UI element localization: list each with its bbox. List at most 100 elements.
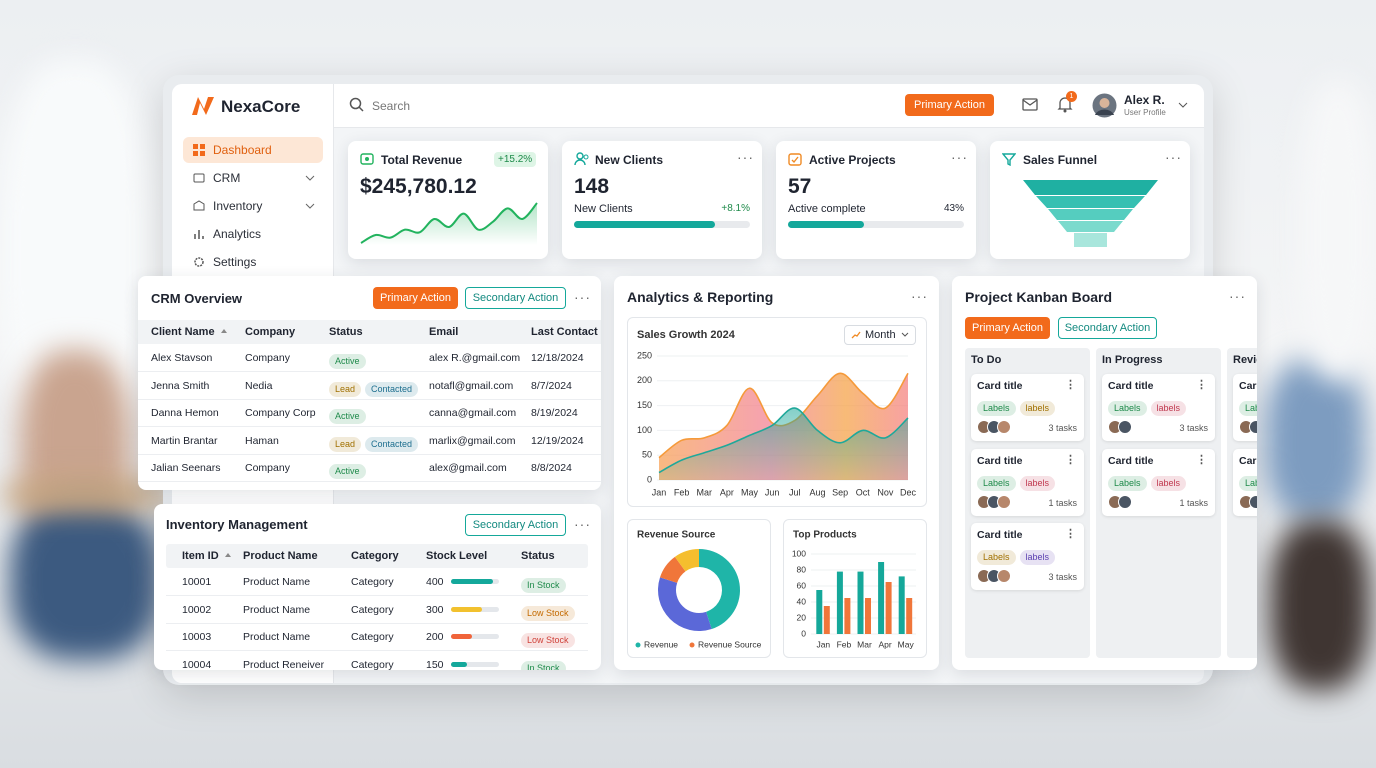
y-tick-label: 0 [647,474,652,484]
window-right [1300,80,1376,380]
period-select[interactable]: Month [844,325,916,345]
labels: Labels labels [977,398,1059,416]
status-pill: Labels [1108,401,1147,416]
chair-right [1270,520,1370,690]
avatars [977,420,1021,434]
more-menu[interactable]: ⋮ [1065,379,1076,391]
more-menu[interactable]: ··· [574,516,591,532]
search-input[interactable]: Search [372,99,411,113]
table-cell: Product Name [243,603,311,616]
more-menu[interactable]: ⋮ [1065,528,1076,540]
more-menu[interactable]: ··· [1229,288,1246,304]
card-title: Card title [1239,454,1257,467]
kpi-title: Sales Funnel [1023,153,1098,167]
nav-item[interactable]: Analytics [183,221,323,247]
status-cell: In Stock [521,575,570,593]
table-cell: 300 [426,603,444,616]
status-pill: Active [329,464,366,480]
area-fill [659,408,908,480]
status-pill: Lead [329,381,362,397]
donut-segment [660,556,686,583]
nav-item[interactable]: Dashboard [183,137,323,163]
status-pill: Labels [977,475,1016,491]
funnel-stage [1023,180,1158,195]
chart-title: Revenue Source [637,530,716,541]
more-menu[interactable]: ··· [911,288,928,304]
nav-item[interactable]: Inventory [183,193,323,219]
secondary-action[interactable]: Secondary Action [465,514,566,536]
status-pill: Active [329,354,366,369]
x-tick-label: Sep [832,487,848,497]
avatars [1239,420,1257,434]
status-pill: labels [1019,550,1056,565]
primary-action[interactable]: Primary Action [373,287,458,309]
card-title: Card title [977,380,1023,392]
table-cell: Alex Stavson [151,352,213,364]
kanban-card[interactable]: Card title ⋮ Labels labels 3 tasks [971,523,1084,590]
donut-segment [699,549,740,629]
avatar[interactable] [1092,93,1117,118]
avatar [1249,420,1257,434]
more-menu[interactable]: ⋮ [1196,453,1207,466]
kanban-card[interactable]: Card title ⋮ Labels labels 1 tasks [971,448,1084,516]
kanban-card[interactable]: Card title ⋮ Labels labels 1 tasks [1102,448,1215,516]
secondary-action[interactable]: Secondary Action [465,287,566,309]
card-title: Inventory Management [166,517,308,532]
legend-swatch [635,642,641,648]
nav-item[interactable]: CRM [183,165,323,191]
table-cell: 8/19/2024 [531,407,578,420]
column-header: Last Contact [531,326,598,338]
more-menu[interactable]: ··· [951,149,968,165]
kanban-column: To Do Card title ⋮ Labels labels 3 tasks Card … [965,348,1090,658]
status-pill: labels [1150,401,1187,416]
more-menu[interactable]: ⋮ [1196,379,1207,391]
labels: Labels labels [977,547,1059,565]
nav-item[interactable]: Settings [183,249,323,275]
sort-icon[interactable] [223,551,233,559]
table-cell: 10004 [182,658,212,670]
kpi-title: Active Projects [809,153,896,167]
sparkline-area [361,203,537,245]
status-pill: Contacted [365,436,419,452]
y-tick-label: 200 [637,375,652,385]
progress-track [788,221,964,228]
bar [885,582,892,634]
avatars [1239,494,1257,509]
card-title: Card title [1239,380,1257,392]
sort-icon[interactable] [219,327,229,335]
table-cell: Category [351,576,394,588]
mail-icon[interactable] [1022,98,1038,111]
secondary-action[interactable]: Secondary Action [1058,317,1157,339]
kanban-column: Review Card title⋮Labels Card title⋮Labels [1227,348,1257,658]
table-cell: Product Name [243,576,311,588]
more-menu[interactable]: ··· [737,149,754,165]
kanban-card[interactable]: Card title ⋮ Labels labels 3 tasks [1102,374,1215,441]
more-menu[interactable]: ··· [574,289,591,305]
primary-action[interactable]: Primary Action [965,317,1050,339]
row-divider [138,426,601,428]
kanban-card[interactable]: Card title⋮Labels [1233,448,1257,516]
user-menu-chevron[interactable] [1178,101,1188,109]
table-cell: 12/18/2024 [531,352,584,364]
table-cell: alex@gmail.com [429,462,507,475]
progress-fill [574,221,715,228]
status-pill: labels [1019,401,1056,416]
progress-fill [788,221,864,228]
more-menu[interactable]: ··· [1165,149,1182,165]
person-right [1265,360,1365,520]
kanban-card[interactable]: Card title ⋮ Labels labels 3 tasks [971,374,1084,441]
brand-name: NexaCore [221,97,301,116]
y-tick-label: 100 [637,425,652,435]
more-menu[interactable]: ⋮ [1065,453,1076,466]
bar [844,598,851,634]
table-cell: Martin Brantar [151,434,218,447]
kpi-value: $245,780.12 [360,175,477,198]
person-left-legs [10,500,160,660]
row-divider [138,398,601,400]
avatars [977,494,1021,509]
donut-segment [658,577,712,631]
kanban-card[interactable]: Card title⋮Labels [1233,374,1257,441]
primary-action[interactable]: Primary Action [905,94,994,116]
nav-icon [193,173,205,183]
